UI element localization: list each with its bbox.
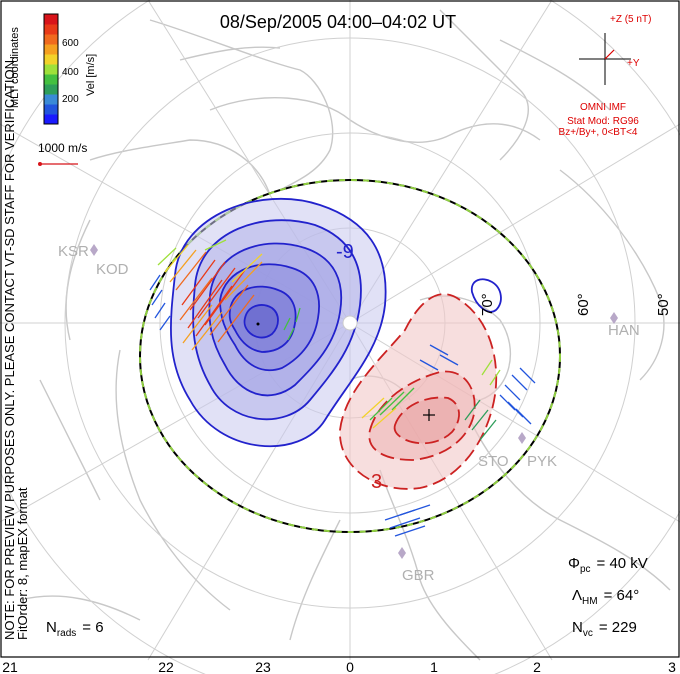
imf-source: OMNI IMF (580, 102, 626, 113)
colorbar-cell (44, 84, 58, 95)
colorbar-cell (44, 54, 58, 65)
imf-dial: +Z (5 nT) +Y OMNI IMF Stat Mod: RG96 Bz+… (559, 14, 652, 138)
lat-label-60: 60° (575, 293, 592, 316)
plot-frame (0, 0, 680, 658)
coords-label: MLT coordinates (9, 27, 21, 108)
mlt-tick-21: 21 (2, 659, 18, 674)
map-title: 08/Sep/2005 04:00–04:02 UT (220, 12, 456, 32)
colorbar-tick-400: 400 (62, 67, 79, 78)
lat-label-50: 50° (655, 293, 672, 316)
station-label-ksr: KSR (58, 243, 89, 260)
side-note-fitorder: FitOrder: 8, mapEX format (15, 487, 30, 640)
colorbar-frame (43, 13, 59, 125)
radar-station-markers (90, 244, 618, 559)
mlt-tick-1: 1 (430, 659, 438, 674)
colorbar-label: Vel [m/s] (85, 54, 97, 96)
map-statistics: Φpc = 40 kV ΛHM = 64° Nvc = 229 Nrads = 6 (46, 555, 648, 639)
positive-convection-cell (339, 293, 498, 490)
imf-stat-mod: Stat Mod: RG96 (567, 116, 639, 127)
hm-boundary (139, 179, 561, 533)
station-label-pyk: PYK (527, 453, 557, 470)
side-note: NOTE: FOR PREVIEW PURPOSES ONLY. PLEASE … (2, 56, 30, 640)
station-labels: KSR KOD HAN STO PYK GBR (58, 243, 640, 584)
colorbar-cell (44, 114, 58, 125)
colorbar-cell (44, 24, 58, 35)
mlt-tick-22: 22 (158, 659, 174, 674)
contour-label-positive: 3 (371, 471, 382, 493)
negative-convection-cell (170, 197, 502, 448)
colorbar-cell (44, 94, 58, 105)
potential-max-marker (423, 409, 435, 421)
scale-vector: 1000 m/s (38, 141, 87, 166)
side-note-preview: NOTE: FOR PREVIEW PURPOSES ONLY. PLEASE … (2, 56, 17, 640)
mlt-ticks: 21 22 23 0 1 2 3 (2, 659, 676, 674)
velocity-vectors (149, 239, 536, 537)
stat-lambda: ΛHM = 64° (572, 587, 639, 607)
mlt-tick-0: 0 (346, 659, 354, 674)
latitude-labels: 70° 60° 50° (479, 293, 672, 316)
station-label-han: HAN (608, 322, 640, 339)
colorbar-tick-600: 600 (62, 38, 79, 49)
geomagnetic-pole-marker (342, 315, 358, 331)
imf-conditions: Bz+/By+, 0<BT<4 (559, 127, 638, 138)
velocity-colorbar: 600 400 200 Vel [m/s] MLT coordinates (9, 13, 97, 125)
stat-nrads: Nrads = 6 (46, 619, 104, 639)
scale-vector-label: 1000 m/s (38, 141, 87, 155)
mlt-tick-3: 3 (668, 659, 676, 674)
stat-phi: Φpc = 40 kV (568, 555, 648, 575)
colorbar-cell (44, 34, 58, 45)
colorbar-cell (44, 64, 58, 75)
stat-nvc: Nvc = 229 (572, 619, 637, 639)
imf-by-label: +Y (627, 58, 640, 69)
station-label-gbr: GBR (402, 567, 435, 584)
colorbar-cell (44, 104, 58, 115)
colorbar-cell (44, 14, 58, 25)
station-label-sto: STO (478, 453, 509, 470)
colorbar-cell (44, 74, 58, 85)
station-label-kod: KOD (96, 261, 129, 278)
imf-bz-label: +Z (5 nT) (610, 14, 651, 25)
contour-label-negative: -9 (336, 241, 354, 263)
colorbar-tick-200: 200 (62, 94, 79, 105)
mlt-tick-2: 2 (533, 659, 541, 674)
lat-label-70: 70° (479, 293, 496, 316)
mlt-tick-23: 23 (255, 659, 271, 674)
colorbar-cell (44, 44, 58, 55)
